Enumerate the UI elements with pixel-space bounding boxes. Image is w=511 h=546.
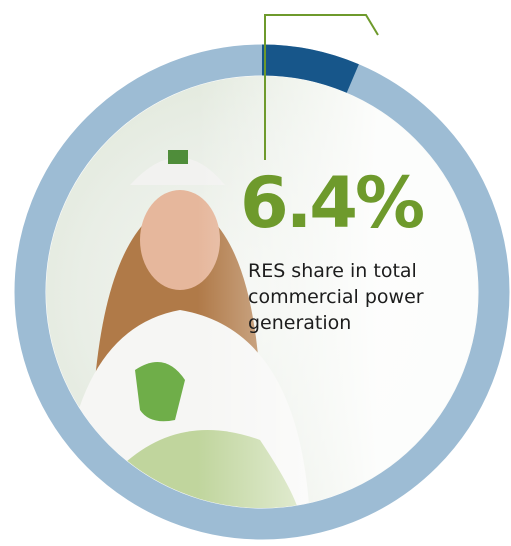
page: {"chart_data": {"type": "donut", "values… bbox=[0, 0, 511, 546]
value-label: 6.4% bbox=[240, 168, 422, 238]
donut-segment bbox=[262, 60, 353, 79]
annotation: RES share in total commercial power gene… bbox=[248, 258, 478, 336]
